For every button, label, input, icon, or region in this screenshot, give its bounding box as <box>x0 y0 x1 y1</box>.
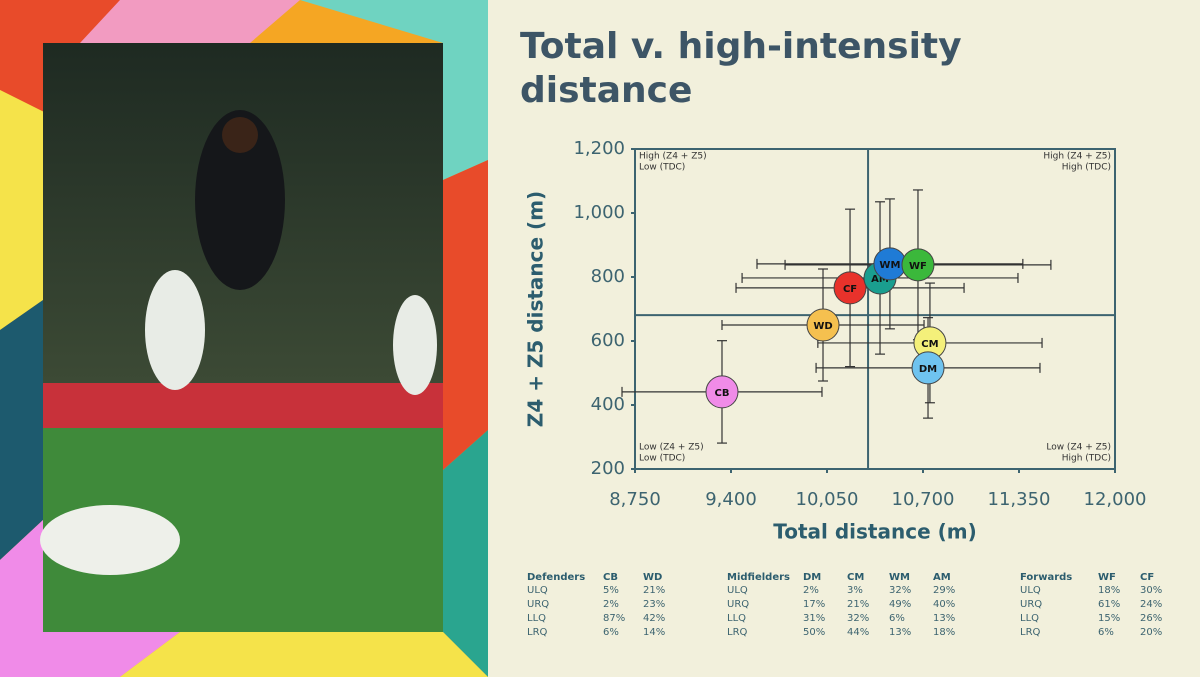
x-tick-label: 10,050 <box>796 489 859 510</box>
table-header: WD <box>643 572 662 583</box>
table-cell: 3% <box>847 585 863 596</box>
table-cell: ULQ <box>527 585 548 596</box>
table-header: CB <box>603 572 618 583</box>
table-cell: 30% <box>1140 585 1162 596</box>
point <box>806 308 840 342</box>
table-cell: 5% <box>603 585 619 596</box>
plot-frame <box>634 148 1116 470</box>
table-cell: 2% <box>603 599 619 610</box>
table-cell: 40% <box>933 599 955 610</box>
point-label: CB <box>715 388 730 399</box>
x-tick-label: 11,350 <box>988 489 1051 510</box>
table-cell: 29% <box>933 585 955 596</box>
table-header: Forwards <box>1020 572 1072 583</box>
x-tick-label: 12,000 <box>1084 489 1147 510</box>
point-label: CM <box>921 339 938 350</box>
table-cell: ULQ <box>1020 585 1041 596</box>
table-cell: 2% <box>803 585 819 596</box>
table-cell: 6% <box>889 613 905 624</box>
table-cell: LLQ <box>527 613 546 624</box>
point-label: WM <box>879 260 900 271</box>
quadrant-label: High (TDC) <box>1062 454 1111 464</box>
table-cell: 14% <box>643 627 665 638</box>
y-tick-label: 600 <box>591 330 625 351</box>
quadrant-label: High (Z4 + Z5) <box>1043 152 1111 162</box>
x-tick-label: 10,700 <box>892 489 955 510</box>
table-header: Midfielders <box>727 572 790 583</box>
quadrant-label: High (Z4 + Z5) <box>639 152 707 162</box>
y-axis-label: Z4 + Z5 distance (m) <box>524 191 548 427</box>
table-header: AM <box>933 572 951 583</box>
y-tick-label: 1,000 <box>573 202 625 223</box>
title: distance <box>520 70 692 111</box>
table-cell: 20% <box>1140 627 1162 638</box>
quadrant-label: High (TDC) <box>1062 163 1111 173</box>
point <box>911 351 945 385</box>
point <box>901 248 935 282</box>
table-cell: 13% <box>889 627 911 638</box>
table-cell: URQ <box>527 599 549 610</box>
x-axis-label: Total distance (m) <box>773 520 976 544</box>
table-cell: LLQ <box>727 613 746 624</box>
table-cell: 6% <box>603 627 619 638</box>
y-tick-label: 400 <box>591 394 625 415</box>
x-tick-label: 8,750 <box>609 489 661 510</box>
title: Total v. high-intensity <box>520 26 962 67</box>
table-cell: 32% <box>889 585 911 596</box>
quadrant-label: Low (Z4 + Z5) <box>639 443 704 453</box>
table-cell: LLQ <box>1020 613 1039 624</box>
table-cell: LRQ <box>727 627 748 638</box>
table-cell: LRQ <box>1020 627 1041 638</box>
table-header: WF <box>1098 572 1116 583</box>
point <box>705 375 739 409</box>
x-tick-label: 9,400 <box>705 489 757 510</box>
point-label: CF <box>843 284 857 295</box>
table-cell: 17% <box>803 599 825 610</box>
y-tick-label: 800 <box>591 266 625 287</box>
table-cell: 21% <box>847 599 869 610</box>
table-cell: 6% <box>1098 627 1114 638</box>
table-cell: ULQ <box>727 585 748 596</box>
table-header: CM <box>847 572 864 583</box>
table-cell: 44% <box>847 627 869 638</box>
table-cell: 32% <box>847 613 869 624</box>
photo <box>40 43 443 632</box>
table-cell: 61% <box>1098 599 1120 610</box>
table-header: WM <box>889 572 910 583</box>
table-header: CF <box>1140 572 1154 583</box>
table-cell: 31% <box>803 613 825 624</box>
quadrant-label: Low (TDC) <box>639 454 685 464</box>
quadrant-label: Low (Z4 + Z5) <box>1046 443 1111 453</box>
table-header: DM <box>803 572 821 583</box>
y-tick-label: 1,200 <box>573 138 625 159</box>
quadrant-label: Low (TDC) <box>639 163 685 173</box>
table-cell: 13% <box>933 613 955 624</box>
table-cell: URQ <box>1020 599 1042 610</box>
table-header: Defenders <box>527 572 585 583</box>
point <box>833 271 867 305</box>
point-label: WF <box>909 261 927 272</box>
table-cell: LRQ <box>527 627 548 638</box>
table-cell: 42% <box>643 613 665 624</box>
table-cell: 15% <box>1098 613 1120 624</box>
table-cell: 23% <box>643 599 665 610</box>
table-cell: URQ <box>727 599 749 610</box>
table-cell: 24% <box>1140 599 1162 610</box>
y-tick-label: 200 <box>591 458 625 479</box>
table-cell: 87% <box>603 613 625 624</box>
point-label: DM <box>919 364 937 375</box>
table-cell: 21% <box>643 585 665 596</box>
table-cell: 18% <box>933 627 955 638</box>
point-label: AM <box>871 274 889 285</box>
table-cell: 18% <box>1098 585 1120 596</box>
table-cell: 49% <box>889 599 911 610</box>
table-cell: 26% <box>1140 613 1162 624</box>
point-label: WD <box>813 321 832 332</box>
table-cell: 50% <box>803 627 825 638</box>
